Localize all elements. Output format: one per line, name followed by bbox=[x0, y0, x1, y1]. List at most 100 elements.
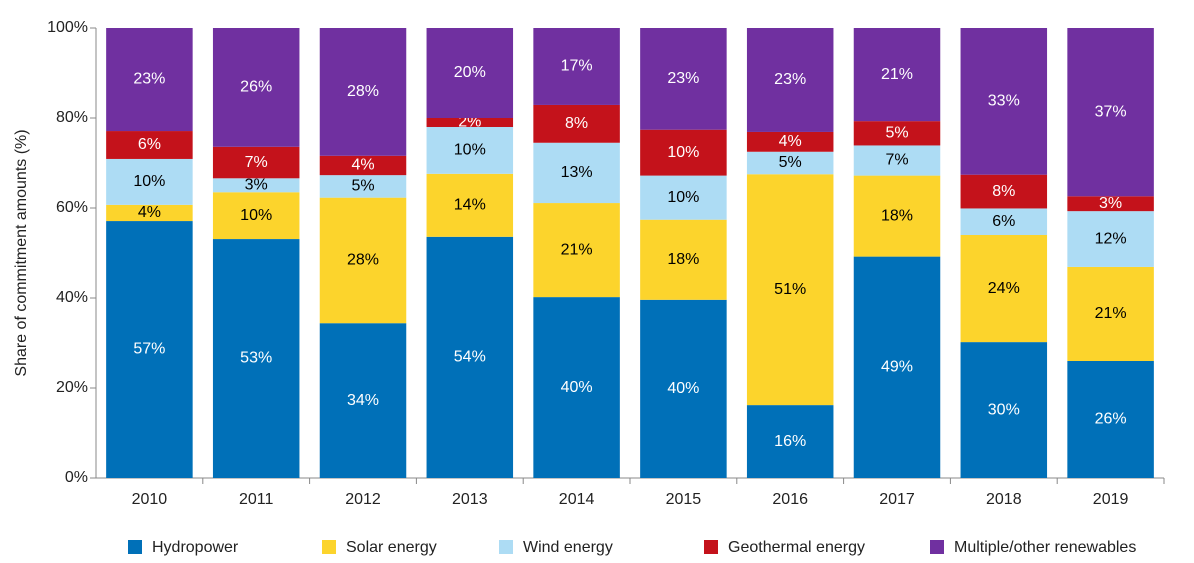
legend-label: Wind energy bbox=[523, 539, 613, 556]
x-tick-label: 2016 bbox=[772, 491, 808, 508]
x-tick-label: 2012 bbox=[345, 491, 381, 508]
value-label: 54% bbox=[454, 349, 486, 366]
x-tick-label: 2011 bbox=[239, 491, 274, 508]
value-label: 26% bbox=[1095, 411, 1127, 428]
value-label: 6% bbox=[992, 213, 1015, 230]
bar-segment bbox=[212, 146, 300, 179]
value-label: 51% bbox=[774, 281, 806, 298]
y-tick-label: 80% bbox=[56, 109, 88, 126]
bar-segment bbox=[533, 203, 620, 298]
y-tick-label: 20% bbox=[56, 379, 88, 396]
bar-segment bbox=[106, 204, 193, 222]
bar-segment bbox=[853, 28, 941, 122]
bar-segment bbox=[426, 236, 514, 478]
value-label: 28% bbox=[347, 83, 379, 100]
bar-segment bbox=[212, 178, 300, 193]
bar-segment bbox=[746, 174, 834, 406]
bar-segment bbox=[960, 235, 1048, 343]
legend-swatch bbox=[128, 540, 142, 554]
bar-segment bbox=[533, 142, 620, 204]
value-label: 10% bbox=[133, 173, 165, 190]
value-label: 26% bbox=[240, 79, 272, 96]
bar-segment bbox=[746, 28, 834, 132]
bar-segment bbox=[426, 28, 514, 118]
bar-segment bbox=[746, 151, 834, 175]
bar-segment bbox=[212, 28, 300, 147]
x-tick-label: 2013 bbox=[452, 491, 488, 508]
x-tick-label: 2010 bbox=[132, 491, 168, 508]
y-tick-label: 60% bbox=[56, 199, 88, 216]
x-tick-label: 2014 bbox=[559, 491, 595, 508]
bar-segment bbox=[212, 192, 300, 240]
bar-segment bbox=[1067, 211, 1154, 267]
bar-segment bbox=[640, 219, 727, 300]
value-label: 8% bbox=[565, 115, 588, 132]
bar-segment bbox=[533, 28, 620, 105]
value-label: 23% bbox=[133, 71, 165, 88]
value-label: 23% bbox=[667, 70, 699, 87]
value-label: 4% bbox=[779, 133, 802, 150]
value-label: 5% bbox=[351, 178, 374, 195]
bar-segment bbox=[960, 28, 1048, 175]
bar-segment bbox=[533, 297, 620, 478]
value-label: 40% bbox=[667, 380, 699, 397]
value-label: 18% bbox=[881, 207, 913, 224]
bar-segment bbox=[640, 28, 727, 130]
bar-segment bbox=[319, 175, 407, 198]
value-label: 49% bbox=[881, 359, 913, 376]
legend-label: Solar energy bbox=[346, 539, 437, 556]
value-label: 10% bbox=[454, 142, 486, 159]
x-tick-label: 2017 bbox=[879, 491, 915, 508]
value-label: 6% bbox=[138, 136, 161, 153]
bar-segment bbox=[319, 197, 407, 324]
value-label: 10% bbox=[667, 144, 699, 161]
value-label: 7% bbox=[885, 152, 908, 169]
value-label: 24% bbox=[988, 280, 1020, 297]
bar-segment bbox=[319, 155, 407, 176]
bar-segment bbox=[426, 118, 514, 127]
bar-segment bbox=[106, 221, 193, 479]
value-label: 57% bbox=[133, 341, 165, 358]
value-label: 10% bbox=[240, 207, 272, 224]
bar-segment bbox=[106, 131, 193, 159]
x-tick-label: 2018 bbox=[986, 491, 1022, 508]
bar-segment bbox=[212, 239, 300, 478]
value-label: 5% bbox=[779, 154, 802, 171]
legend-swatch bbox=[499, 540, 513, 554]
bar-segment bbox=[640, 129, 727, 176]
y-axis-label: Share of commitment amounts (%) bbox=[13, 129, 30, 376]
value-label: 17% bbox=[561, 58, 593, 75]
x-tick-label: 2019 bbox=[1093, 491, 1129, 508]
bar-segment bbox=[640, 299, 727, 478]
legend-swatch bbox=[322, 540, 336, 554]
value-label: 20% bbox=[454, 64, 486, 81]
value-label: 12% bbox=[1095, 230, 1127, 247]
legend-label: Multiple/other renewables bbox=[954, 539, 1136, 556]
bar-segment bbox=[960, 342, 1048, 478]
y-tick-label: 0% bbox=[65, 469, 88, 486]
value-label: 4% bbox=[138, 204, 161, 221]
bar-segment bbox=[960, 174, 1048, 209]
bar-segment bbox=[319, 323, 407, 478]
value-label: 40% bbox=[561, 379, 593, 396]
value-label: 14% bbox=[454, 197, 486, 214]
bar-segment bbox=[1067, 266, 1154, 361]
y-tick-label: 100% bbox=[47, 19, 88, 36]
value-label: 10% bbox=[667, 189, 699, 206]
bar-segment bbox=[746, 405, 834, 478]
value-label: 33% bbox=[988, 93, 1020, 110]
legend-swatch bbox=[930, 540, 944, 554]
legend-label: Geothermal energy bbox=[728, 539, 865, 556]
bar-segment bbox=[533, 104, 620, 143]
value-label: 23% bbox=[774, 71, 806, 88]
legend-swatch bbox=[704, 540, 718, 554]
bar-segment bbox=[960, 208, 1048, 235]
bar-segment bbox=[426, 127, 514, 174]
value-label: 21% bbox=[561, 241, 593, 258]
bar-segment bbox=[1067, 28, 1154, 197]
bar-segment bbox=[106, 158, 193, 205]
value-label: 21% bbox=[881, 66, 913, 83]
value-label: 18% bbox=[667, 251, 699, 268]
bar-segment bbox=[640, 175, 727, 220]
bar-segment bbox=[853, 256, 941, 478]
